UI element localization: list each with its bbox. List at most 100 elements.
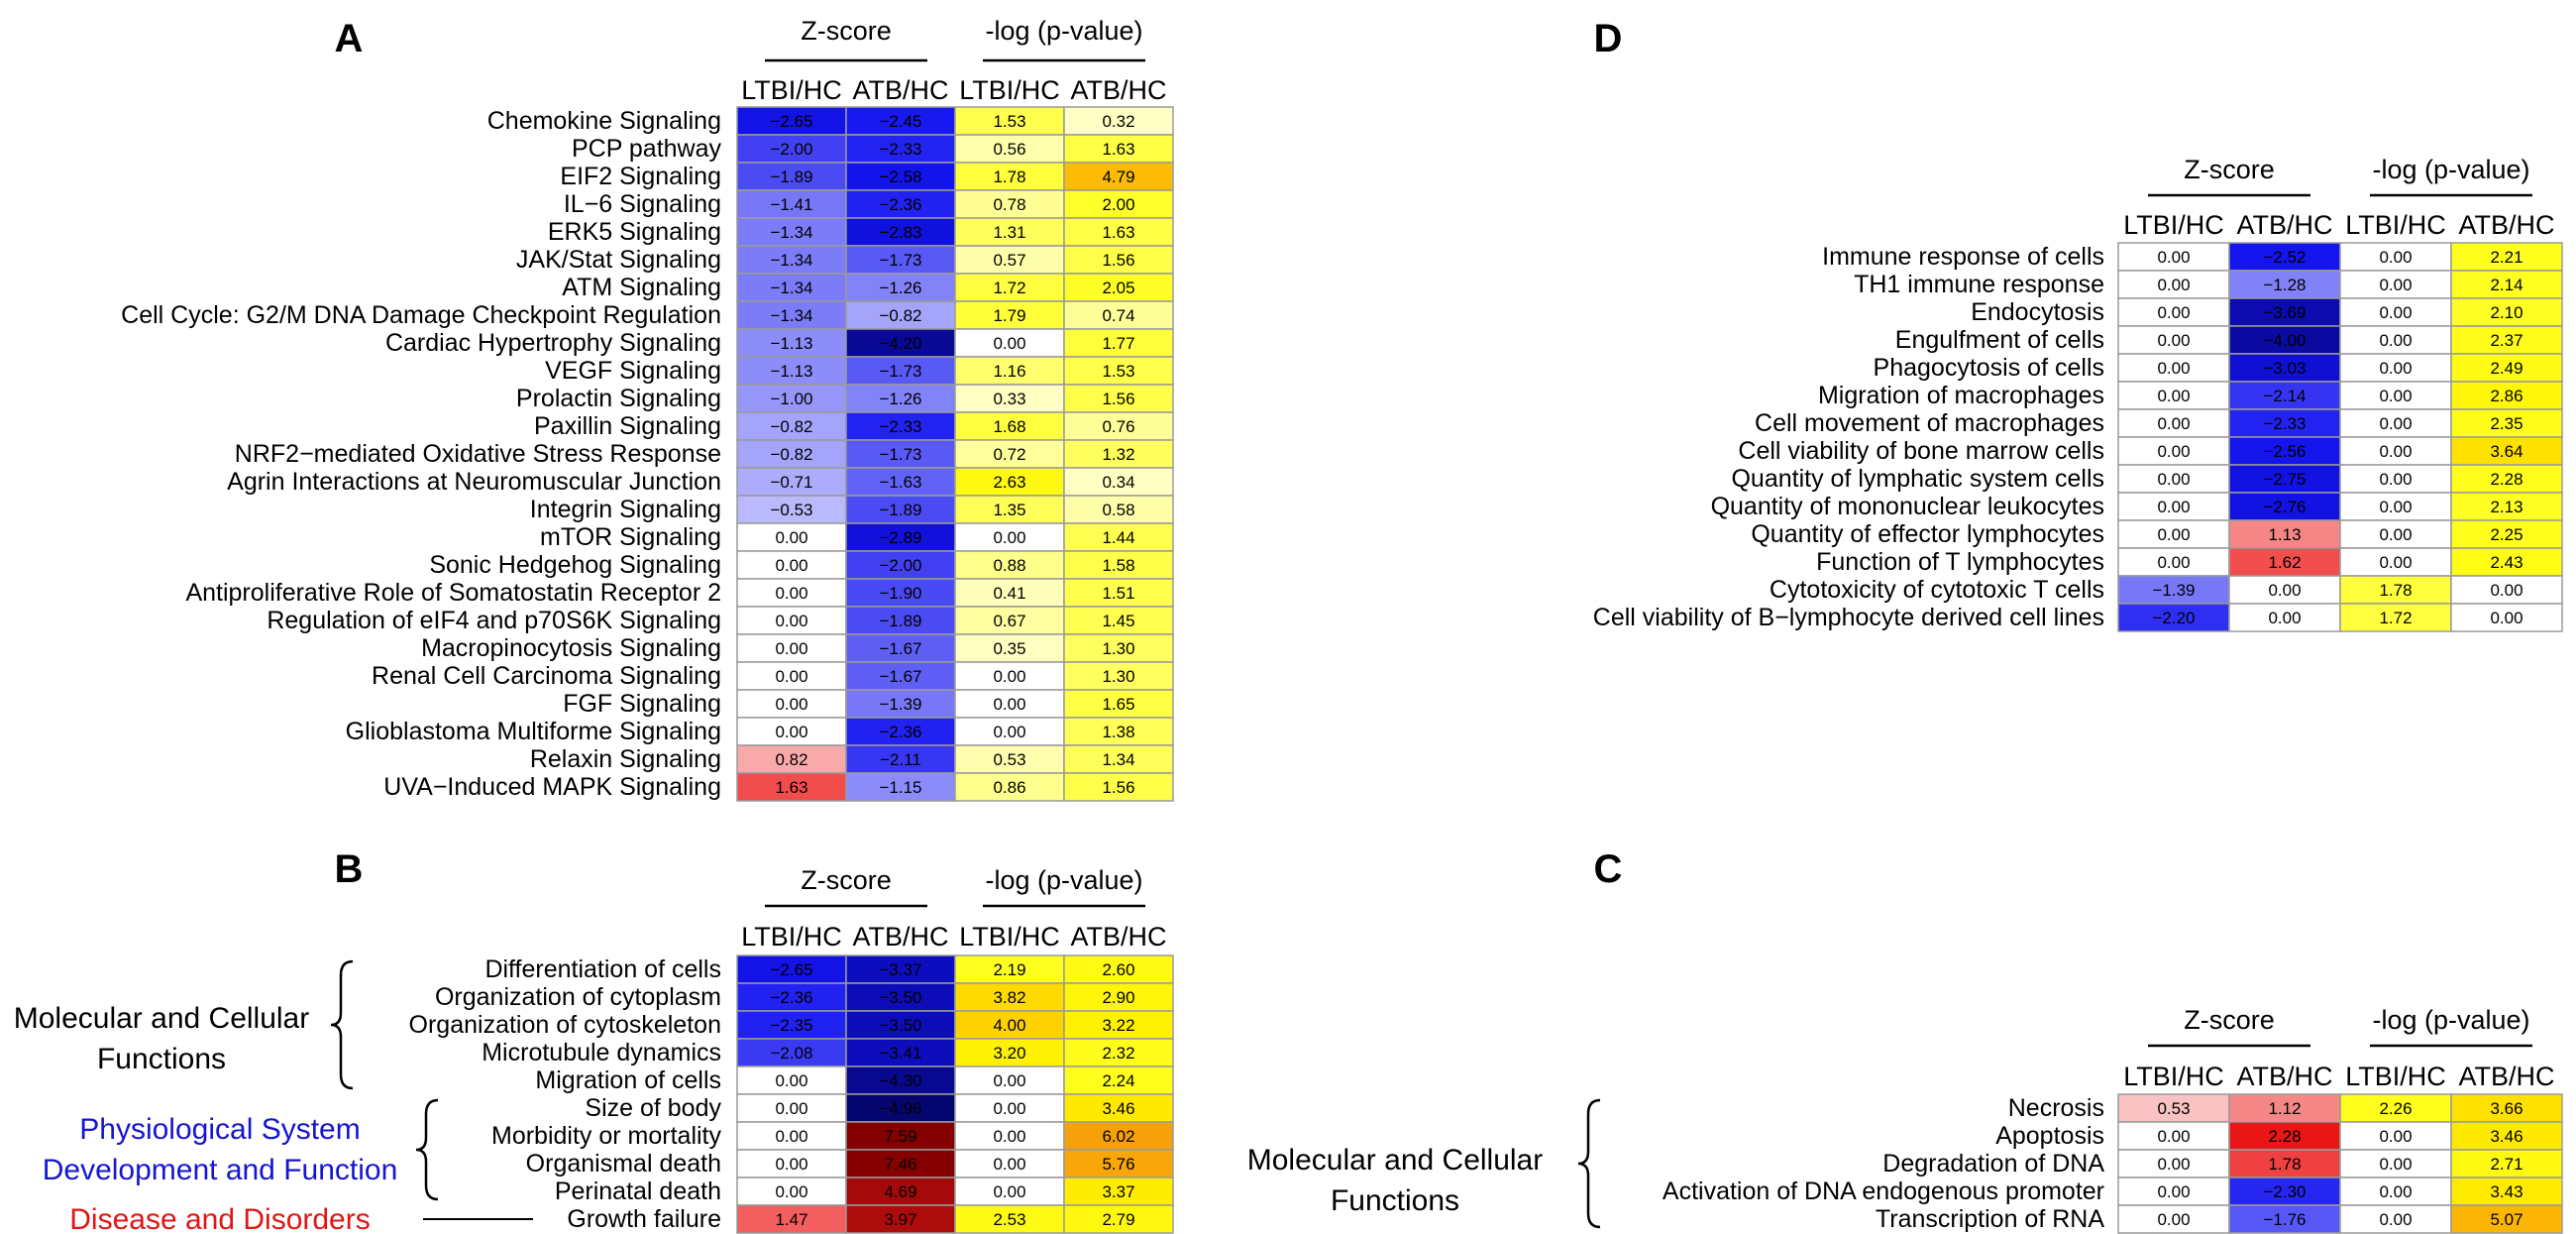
cell-value: 2.24 (1102, 1071, 1134, 1090)
cell-value: 0.35 (993, 639, 1025, 658)
panel-a: A Z-score -log (p-value) LTBI/HC ATB/HC LTBI/… (121, 16, 1174, 802)
cell-value: 3.46 (2490, 1127, 2522, 1146)
cell-value: 0.00 (2490, 609, 2522, 627)
cell-value: −3.41 (879, 1044, 921, 1063)
cell-value: 0.74 (1102, 306, 1134, 325)
cell-value: 0.58 (1102, 501, 1134, 519)
zscore-header: Z-score (2184, 1005, 2275, 1035)
cell-value: 0.41 (993, 584, 1025, 603)
heatmap-cell (2228, 381, 2341, 410)
cell-value: −2.33 (879, 140, 921, 159)
cell-value: 0.00 (775, 1182, 807, 1201)
heatmap-cell (1063, 1066, 1174, 1095)
cell-value: 0.00 (2157, 470, 2190, 489)
row-label: TH1 immune response (1854, 271, 2104, 298)
cell-value: 1.56 (1102, 778, 1134, 797)
cell-value: −2.33 (879, 417, 921, 436)
heatmap-cell (2450, 603, 2563, 632)
cell-value: 2.32 (1102, 1044, 1134, 1063)
heatmap-cell (2228, 408, 2341, 438)
heatmap-cell (845, 411, 956, 441)
row-label: ERK5 Signaling (548, 218, 721, 246)
cell-value: −4.30 (879, 1071, 921, 1090)
column-header: ATB/HC (2236, 1062, 2332, 1091)
cell-value: −1.63 (879, 473, 921, 492)
cell-value: −1.67 (879, 639, 921, 658)
heatmap-cell (954, 550, 1065, 580)
panel-letter: A (335, 17, 364, 60)
row-label: Differentiation of cells (484, 955, 721, 983)
column-header: LTBI/HC (741, 922, 842, 952)
cell-value: −4.00 (2263, 331, 2306, 350)
cell-value: −1.89 (770, 168, 812, 186)
row-label: Renal Cell Carcinoma Signaling (372, 662, 721, 690)
heatmap-cell (954, 744, 1065, 774)
cell-value: 0.00 (2379, 470, 2412, 489)
cell-value: 0.00 (775, 1127, 807, 1146)
cell-value: −4.20 (879, 334, 921, 353)
cell-value: 2.79 (1102, 1210, 1134, 1229)
heatmap-cell (845, 633, 956, 663)
row-label: Migration of cells (535, 1066, 721, 1094)
cell-value: 0.00 (2379, 248, 2412, 267)
heatmap-cell (954, 328, 1065, 358)
cell-value: −3.69 (2263, 303, 2306, 322)
cell-value: 0.00 (775, 723, 807, 741)
column-header: ATB/HC (2236, 210, 2332, 240)
row-label: Growth failure (567, 1205, 721, 1233)
heatmap-cell (954, 1204, 1065, 1234)
heatmap-cell (845, 1038, 956, 1067)
heatmap-cell (2117, 1204, 2230, 1234)
cell-value: 0.00 (993, 667, 1025, 686)
cell-value: 1.65 (1102, 695, 1134, 714)
heatmap-cell (1063, 772, 1174, 802)
heatmap-cell (2228, 270, 2341, 299)
cell-value: 0.00 (775, 584, 807, 603)
cell-value: −2.08 (770, 1044, 812, 1063)
cell-value: 1.16 (993, 362, 1025, 381)
cell-value: 2.10 (2490, 303, 2522, 322)
cell-value: 0.00 (775, 695, 807, 714)
cell-value: 2.60 (1102, 960, 1134, 979)
group-brace (415, 1098, 439, 1201)
panel-c: C Z-score -log (p-value) LTBI/HC ATB/HC LTBI/… (1247, 847, 2563, 1234)
cell-value: −1.13 (770, 334, 812, 353)
heatmap-cell (954, 1093, 1065, 1123)
heatmap-cell (954, 982, 1065, 1012)
group-label: Functions (1331, 1184, 1459, 1217)
column-header: LTBI/HC (2345, 210, 2446, 240)
cell-value: 1.68 (993, 417, 1025, 436)
heatmap-cell (954, 300, 1065, 330)
heatmap-cell (1063, 661, 1174, 691)
cell-value: −2.58 (879, 168, 921, 186)
cell-value: −1.26 (879, 390, 921, 408)
cell-value: 1.56 (1102, 390, 1134, 408)
pvalue-header: -log (p-value) (985, 16, 1142, 46)
heatmap-cell (1063, 328, 1174, 358)
cell-value: 1.31 (993, 223, 1025, 242)
heatmap-cell (954, 189, 1065, 219)
heatmap-cell (845, 1177, 956, 1206)
cell-value: 1.51 (1102, 584, 1134, 603)
cell-value: 1.63 (775, 778, 807, 797)
row-label: Cell viability of B−lymphocyte derived c… (1593, 604, 2104, 631)
heatmap-cell (736, 384, 847, 413)
cell-value: −1.26 (879, 279, 921, 297)
heatmap-cell (2117, 325, 2230, 355)
heatmap-cell (954, 689, 1065, 719)
heatmap-cell (2450, 547, 2563, 577)
row-label: Prolactin Signaling (516, 385, 721, 412)
cell-value: 0.00 (2379, 276, 2412, 294)
cell-value: −1.39 (2152, 581, 2195, 600)
cell-value: 0.00 (993, 723, 1025, 741)
panel-d: D Z-score -log (p-value) LTBI/HC ATB/HC LTBI/… (1593, 17, 2563, 632)
cell-value: 0.00 (775, 1099, 807, 1118)
cell-value: −2.35 (770, 1016, 812, 1035)
row-label: Size of body (585, 1094, 721, 1122)
cell-value: 3.66 (2490, 1099, 2522, 1118)
heatmap-cell (1063, 245, 1174, 275)
heatmap-cell (1063, 550, 1174, 580)
heatmap-cell (954, 717, 1065, 746)
cell-value: 4.69 (884, 1182, 916, 1201)
cell-value: 1.13 (2268, 525, 2301, 544)
